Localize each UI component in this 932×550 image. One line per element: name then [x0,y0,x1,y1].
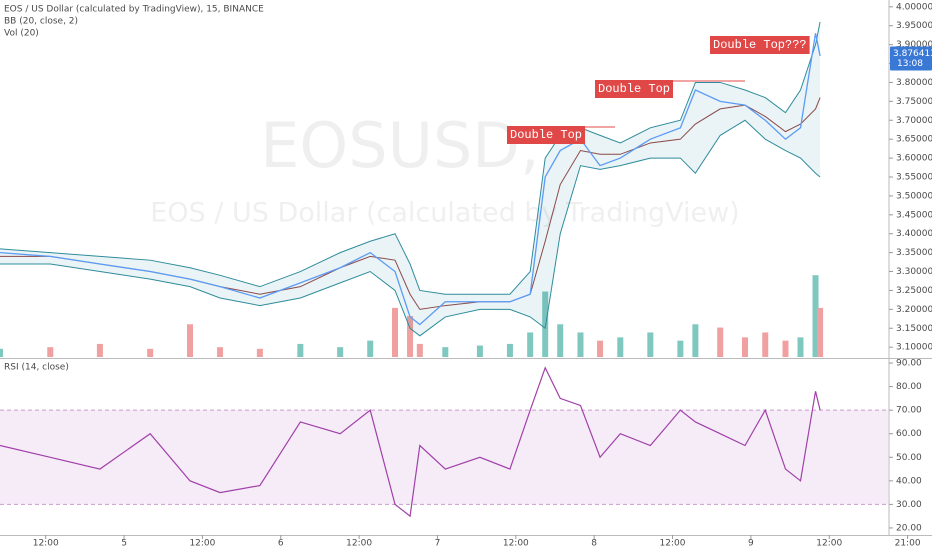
rsi-tick-label: 20.00 [896,523,922,533]
volume-bar [476,345,483,357]
y-tick-label: 3.800000 [896,78,932,88]
volume-bar [0,348,3,357]
y-tick-label: 3.500000 [896,191,932,201]
annotation-label: Double Top??? [713,38,807,52]
volume-bar [717,327,724,357]
y-tick-label: 3.550000 [896,172,932,182]
countdown-label: 13:08 [897,59,923,69]
rsi-tick-label: 30.00 [896,500,922,510]
volume-bar [506,343,513,357]
indicator-label: BB (20, close, 2) [4,17,78,27]
watermark: EOS / US Dollar (calculated by TradingVi… [150,198,739,229]
indicator-label: Vol (20) [4,29,39,39]
y-tick-label: 3.450000 [896,210,932,220]
y-tick-label: 3.900000 [896,40,932,50]
volume-bar [297,343,304,357]
x-tick-label: 12:00 [503,539,529,549]
y-tick-label: 3.250000 [896,286,932,296]
volume-bar [187,324,194,357]
rsi-tick-label: 80.00 [896,382,922,392]
volume-bar [47,347,54,357]
x-tick-label: 8 [591,539,597,549]
y-tick-label: 3.300000 [896,267,932,277]
y-tick-label: 3.350000 [896,248,932,258]
volume-bar [812,275,819,357]
annotation-box [595,80,674,98]
y-tick-label: 3.650000 [896,135,932,145]
volume-bar [96,343,103,357]
x-tick-label: 5 [121,539,127,549]
x-tick-label: 9 [748,539,754,549]
bb-line [0,21,821,295]
volume-bar [692,324,699,357]
y-tick-label: 3.150000 [896,324,932,334]
chart-title: EOS / US Dollar (calculated by TradingVi… [4,5,264,15]
volume-bar [217,347,224,357]
y-tick-label: 4.000000 [896,2,932,12]
rsi-tick-label: 90.00 [896,359,922,369]
last-price-box [890,46,932,71]
watermark: EOSUSD, [260,109,540,182]
x-tick-label: 21:00 [895,539,921,549]
volume-bar [797,337,804,357]
bb-line [0,119,821,337]
volume-bar [557,324,564,357]
bb-band [0,21,821,336]
rsi-tick-label: 40.00 [896,476,922,486]
y-tick-label: 3.950000 [896,21,932,31]
annotation-box [507,126,586,144]
y-tick-label: 3.700000 [896,116,932,126]
volume-bar [617,337,624,357]
last-price-label: 3.876413 [893,49,932,59]
volume-bar [782,340,789,357]
volume-bar [817,307,824,357]
volume-bar [577,332,584,357]
volume-bar [392,307,399,357]
volume-bar [742,337,749,357]
volume-bar [442,347,449,357]
volume-bar [542,291,549,357]
x-tick-label: 12:00 [816,539,842,549]
volume-bar [597,340,604,357]
volume-bar [677,340,684,357]
x-tick-label: 12:00 [660,539,686,549]
price-line [0,33,821,326]
rsi-tick-label: 50.00 [896,453,922,463]
volume-bar [337,347,344,357]
y-tick-label: 3.200000 [896,305,932,315]
volume-bar [147,348,154,357]
x-tick-label: 12:00 [189,539,215,549]
x-tick-label: 12:00 [346,539,372,549]
volume-bar [407,316,414,357]
x-tick-label: 12:00 [33,539,59,549]
volume-bar [527,332,534,357]
y-tick-label: 3.400000 [896,229,932,239]
rsi-tick-label: 70.00 [896,406,922,416]
y-tick-label: 3.600000 [896,154,932,164]
rsi-tick-label: 60.00 [896,429,922,439]
volume-bar [256,348,263,357]
volume-bar [647,332,654,357]
annotation-box [710,36,810,54]
volume-bar [367,340,374,357]
rsi-line [0,366,821,518]
x-tick-label: 6 [278,539,284,549]
annotation-label: Double Top [598,82,670,96]
annotation-label: Double Top [510,128,582,142]
volume-bar [762,332,769,357]
y-tick-label: 3.100000 [896,343,932,353]
rsi-band [0,410,888,505]
rsi-title: RSI (14, close) [4,363,69,373]
volume-bar [416,343,423,357]
y-tick-label: 3.750000 [896,97,932,107]
x-tick-label: 7 [435,539,441,549]
